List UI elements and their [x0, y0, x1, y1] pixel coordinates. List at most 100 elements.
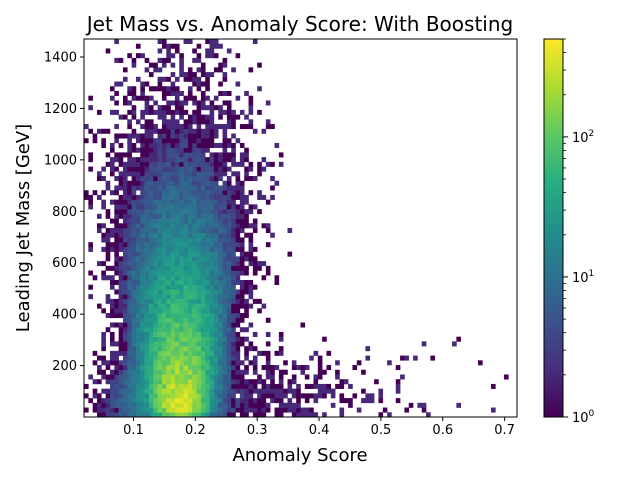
heatmap-cell: [196, 166, 202, 172]
heatmap-cell: [187, 265, 193, 271]
heatmap-cell: [148, 105, 154, 111]
heatmap-cell: [200, 246, 206, 252]
heatmap-cell: [218, 157, 223, 163]
heatmap-cell: [248, 100, 254, 106]
heatmap-cell: [183, 152, 189, 158]
heatmap-cell: [122, 303, 128, 309]
heatmap-cell: [114, 379, 119, 385]
heatmap-cell: [140, 209, 145, 215]
heatmap-cell: [131, 213, 137, 219]
heatmap-cell: [187, 199, 193, 205]
heatmap-cell: [231, 412, 236, 417]
heatmap-cell: [96, 369, 102, 375]
heatmap-cell: [265, 383, 271, 389]
heatmap-cell: [118, 237, 124, 243]
heatmap-cell: [161, 90, 167, 96]
heatmap-cell: [148, 157, 154, 163]
heatmap-cell: [248, 251, 254, 257]
heatmap-cell: [166, 48, 171, 54]
heatmap-cell: [140, 161, 145, 167]
heatmap-cell: [127, 398, 132, 404]
heatmap-cell: [183, 256, 189, 262]
heatmap-cell: [196, 138, 202, 144]
heatmap-cell: [174, 279, 180, 285]
heatmap-cell: [218, 246, 223, 252]
heatmap-cell: [101, 369, 106, 375]
heatmap-cell: [265, 100, 271, 106]
heatmap-cell: [96, 402, 102, 408]
heatmap-cell: [183, 261, 189, 267]
heatmap-cell: [179, 190, 184, 196]
heatmap-cell: [166, 171, 171, 177]
heatmap-cell: [170, 379, 176, 385]
heatmap-cell: [170, 317, 176, 323]
heatmap-cell: [274, 275, 280, 281]
heatmap-cell: [239, 199, 245, 205]
heatmap-cell: [101, 336, 106, 342]
heatmap-cell: [257, 190, 262, 196]
heatmap-cell: [122, 152, 128, 158]
heatmap-cell: [170, 279, 176, 285]
heatmap-cell: [278, 346, 284, 352]
heatmap-cell: [209, 39, 215, 45]
heatmap-cell: [304, 412, 310, 417]
heatmap-cell: [118, 346, 124, 352]
heatmap-cell: [252, 39, 258, 45]
heatmap-cell: [114, 109, 119, 115]
heatmap-cell: [179, 327, 184, 333]
heatmap-cell: [135, 369, 141, 375]
heatmap-cell: [209, 355, 215, 361]
heatmap-cell: [200, 284, 206, 290]
heatmap-cell: [187, 72, 193, 78]
heatmap-cell: [287, 251, 293, 257]
heatmap-cell: [166, 289, 171, 295]
heatmap-cell: [153, 246, 158, 252]
heatmap-cell: [148, 398, 154, 404]
heatmap-cell: [170, 289, 176, 295]
heatmap-cell: [200, 331, 206, 337]
heatmap-cell: [161, 180, 167, 186]
heatmap-cell: [179, 138, 184, 144]
heatmap-cell: [166, 147, 171, 153]
heatmap-cell: [196, 199, 202, 205]
heatmap-cell: [179, 265, 184, 271]
heatmap-cell: [265, 341, 271, 347]
heatmap-cell: [248, 341, 254, 347]
heatmap-cell: [127, 209, 132, 215]
heatmap-cell: [88, 194, 93, 200]
heatmap-cell: [265, 199, 271, 205]
heatmap-cell: [287, 379, 293, 385]
heatmap-cell: [244, 355, 249, 361]
heatmap-cell: [196, 298, 202, 304]
heatmap-cell: [226, 114, 232, 120]
heatmap-cell: [200, 355, 206, 361]
heatmap-cell: [226, 194, 232, 200]
heatmap-cell: [226, 355, 232, 361]
heatmap-cell: [166, 284, 171, 290]
heatmap-cell: [157, 388, 163, 394]
heatmap-cell: [131, 298, 137, 304]
heatmap-cell: [235, 350, 241, 356]
heatmap-cell: [218, 124, 223, 130]
heatmap-cell: [166, 194, 171, 200]
heatmap-cell: [200, 209, 206, 215]
heatmap-cell: [196, 105, 202, 111]
heatmap-cell: [122, 171, 128, 177]
heatmap-cell: [248, 161, 254, 167]
heatmap-cell: [118, 393, 124, 399]
heatmap-cell: [166, 90, 171, 96]
heatmap-cell: [226, 317, 232, 323]
heatmap-cell: [118, 350, 124, 356]
heatmap-cell: [179, 72, 184, 78]
heatmap-cell: [187, 360, 193, 366]
heatmap-cell: [170, 355, 176, 361]
heatmap-cell: [101, 412, 106, 417]
heatmap-cell: [296, 393, 301, 399]
heatmap-cell: [148, 161, 154, 167]
heatmap-cell: [135, 303, 141, 309]
heatmap-cell: [135, 237, 141, 243]
heatmap-cell: [248, 223, 254, 229]
heatmap-cell: [144, 322, 150, 328]
heatmap-cell: [205, 185, 210, 191]
heatmap-cell: [148, 218, 154, 224]
